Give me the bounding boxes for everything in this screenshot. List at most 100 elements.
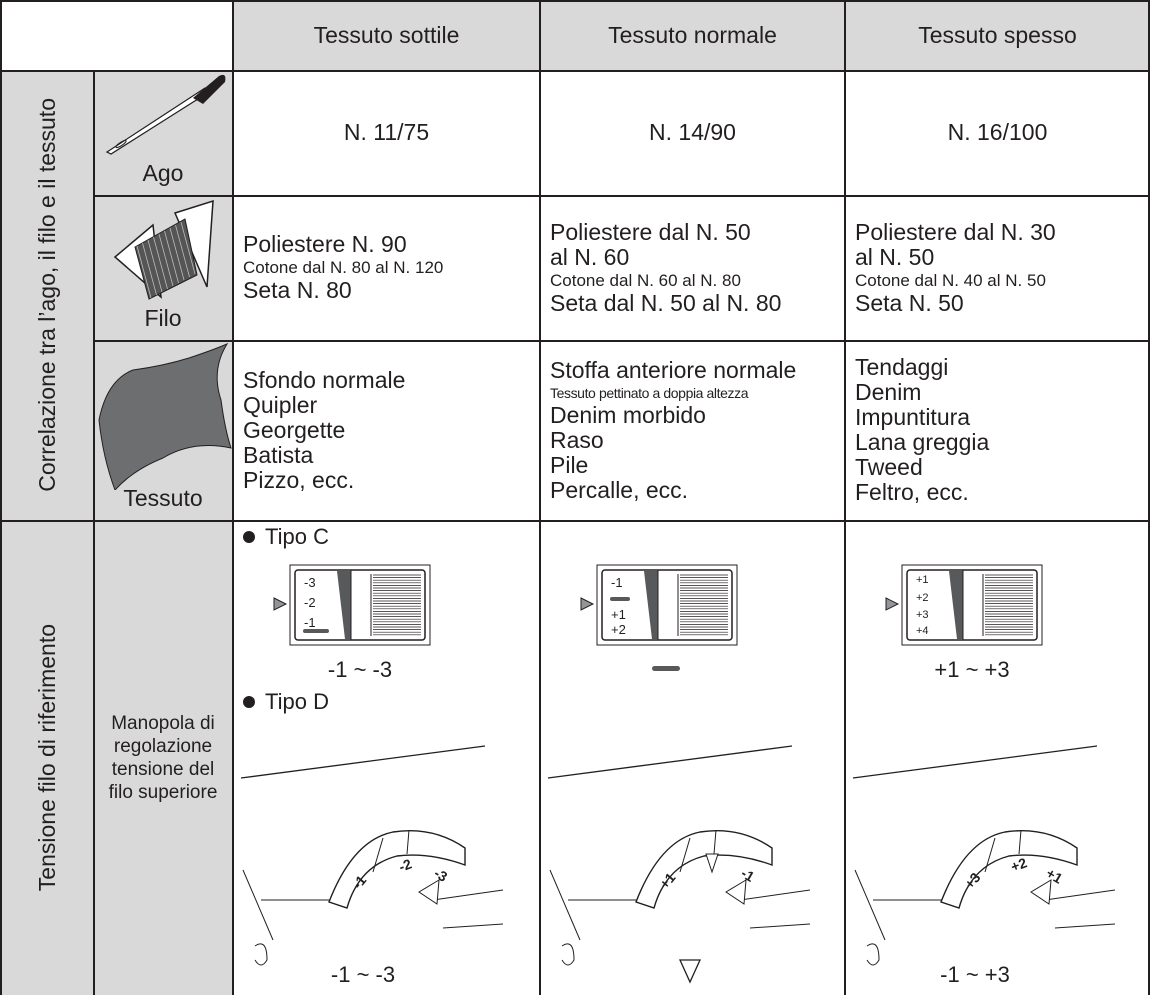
dial-wedge <box>949 571 963 639</box>
machine-edge <box>547 745 793 779</box>
bullet <box>243 696 255 708</box>
table-rule <box>93 70 95 995</box>
dial-dash <box>303 629 329 633</box>
dial-window <box>906 569 1038 641</box>
machine-body <box>549 869 581 966</box>
cell-line: Tessuto pettinato a doppia altezza <box>550 384 749 401</box>
cell-line: Feltro, ecc. <box>855 479 969 505</box>
header-text: Tessuto sottile <box>313 21 460 48</box>
row-icon <box>105 74 226 155</box>
cell-line: Impuntitura <box>855 404 971 430</box>
spool-icon <box>175 224 190 278</box>
spool-icon <box>158 233 174 287</box>
group-cell: Tensione filo di riferimento <box>0 520 93 995</box>
cell-line: Denim <box>855 379 922 405</box>
dial-scale: +1 <box>916 574 929 586</box>
cell-line: Batista <box>243 441 314 468</box>
cell-line: Quipler <box>243 391 318 418</box>
cell-line: al N. 60 <box>550 243 630 270</box>
dial-scale: +2 <box>916 592 929 604</box>
dial-scale: -3 <box>304 575 316 590</box>
row-label: Filo <box>144 305 182 331</box>
cell-line: Cotone dal N. 80 al N. 120 <box>243 258 444 277</box>
dial-window <box>601 569 733 641</box>
row-label-cell: Tessuto <box>93 340 233 520</box>
cell-line: N. 16/100 <box>947 119 1048 145</box>
dial-dome <box>328 829 466 909</box>
data-cell: Poliestere N. 90 Cotone dal N. 80 al N. 1… <box>233 195 540 340</box>
header-text: Tessuto spesso <box>918 21 1077 48</box>
cell-line: Stoffa anteriore normale <box>550 356 797 383</box>
spool-icon <box>142 242 157 296</box>
dial-scale: +4 <box>916 625 929 637</box>
dial-scale: +1 <box>611 607 626 622</box>
dial-scale: +2 <box>611 622 626 637</box>
type-label: Tipo D <box>265 689 329 714</box>
range-label: -1 ~ +3 <box>940 962 1010 987</box>
machine-edge <box>852 745 1098 779</box>
data-cell: N. 16/100 <box>845 70 1150 195</box>
spool-icon <box>153 236 168 290</box>
fabric-icon <box>98 342 232 490</box>
table-rule <box>232 0 234 995</box>
header-text: Tessuto normale <box>608 21 777 48</box>
row-icon <box>98 342 232 490</box>
needle-icon <box>115 139 127 149</box>
range-dash <box>652 666 680 671</box>
cell-line: N. 11/75 <box>343 119 430 145</box>
group-label: Correlazione tra l’ago, il filo e il tes… <box>33 98 60 492</box>
dial-scale: +2 <box>1009 854 1030 875</box>
needle-icon <box>193 74 226 104</box>
header-cell: Tessuto normale <box>540 0 845 70</box>
row-icon <box>113 199 214 300</box>
cell-line: Seta dal N. 50 al N. 80 <box>550 289 782 316</box>
table-rule <box>0 0 2 995</box>
dial-pointer <box>725 879 747 905</box>
bullet <box>243 531 255 543</box>
machine-body <box>873 889 1116 929</box>
cell-line: Denim morbido <box>550 401 706 428</box>
dial-dome <box>635 829 773 909</box>
machine-body <box>854 869 886 966</box>
group-label: Tensione filo di riferimento <box>33 623 60 892</box>
cell-line: Cotone dal N. 40 al N. 50 <box>855 270 1046 290</box>
table-rule <box>0 0 1150 2</box>
data-cell: Sfondo normale Quipler Georgette Batista Piz… <box>233 340 540 520</box>
spool-icon <box>180 221 196 275</box>
tension-cell: +1 +2 +3 +4 +1 ~ +3 +3 +2 +1 -1 ~ +3 <box>845 520 1150 995</box>
dial-dome <box>940 829 1078 909</box>
data-cell: Poliestere dal N. 30 al N. 50 Cotone dal N… <box>845 195 1150 340</box>
range-label: +1 ~ +3 <box>934 657 1009 682</box>
dial-scale: -2 <box>397 855 414 874</box>
dial-wedge <box>337 571 351 639</box>
row-label-cell: Ago <box>93 70 233 195</box>
cell-line: Pizzo, ecc. <box>243 466 355 493</box>
table-rule <box>0 70 1150 72</box>
cell-line: Pile <box>550 451 589 478</box>
row-label-cell: Filo <box>93 195 233 340</box>
data-cell: Stoffa anteriore normale Tessuto pettinat… <box>540 340 845 520</box>
range-label: -1 ~ -3 <box>331 962 395 987</box>
cell-line: Seta N. 80 <box>243 277 352 303</box>
range-label: -1 ~ -3 <box>328 657 392 682</box>
dial-scale: +3 <box>916 609 929 621</box>
range-mark <box>678 959 702 984</box>
cell-line: Cotone dal N. 60 al N. 80 <box>550 270 741 290</box>
dial-window <box>294 569 426 641</box>
data-cell: N. 14/90 <box>540 70 845 195</box>
cell-line: Percalle, ecc. <box>550 476 689 503</box>
spool-icon <box>169 227 185 281</box>
table-rule <box>93 195 1150 197</box>
cell-line: Sfondo normale <box>243 366 406 393</box>
table-rule <box>539 0 541 995</box>
group-cell: Correlazione tra l’ago, il filo e il tes… <box>0 70 93 520</box>
dial-pointer <box>273 597 288 611</box>
dial-mark <box>705 853 719 874</box>
table-rule <box>1148 0 1150 995</box>
dial-pointer <box>580 597 595 611</box>
dial-wedge <box>644 571 658 639</box>
data-cell: N. 11/75 <box>233 70 540 195</box>
spool-icon <box>164 230 179 284</box>
